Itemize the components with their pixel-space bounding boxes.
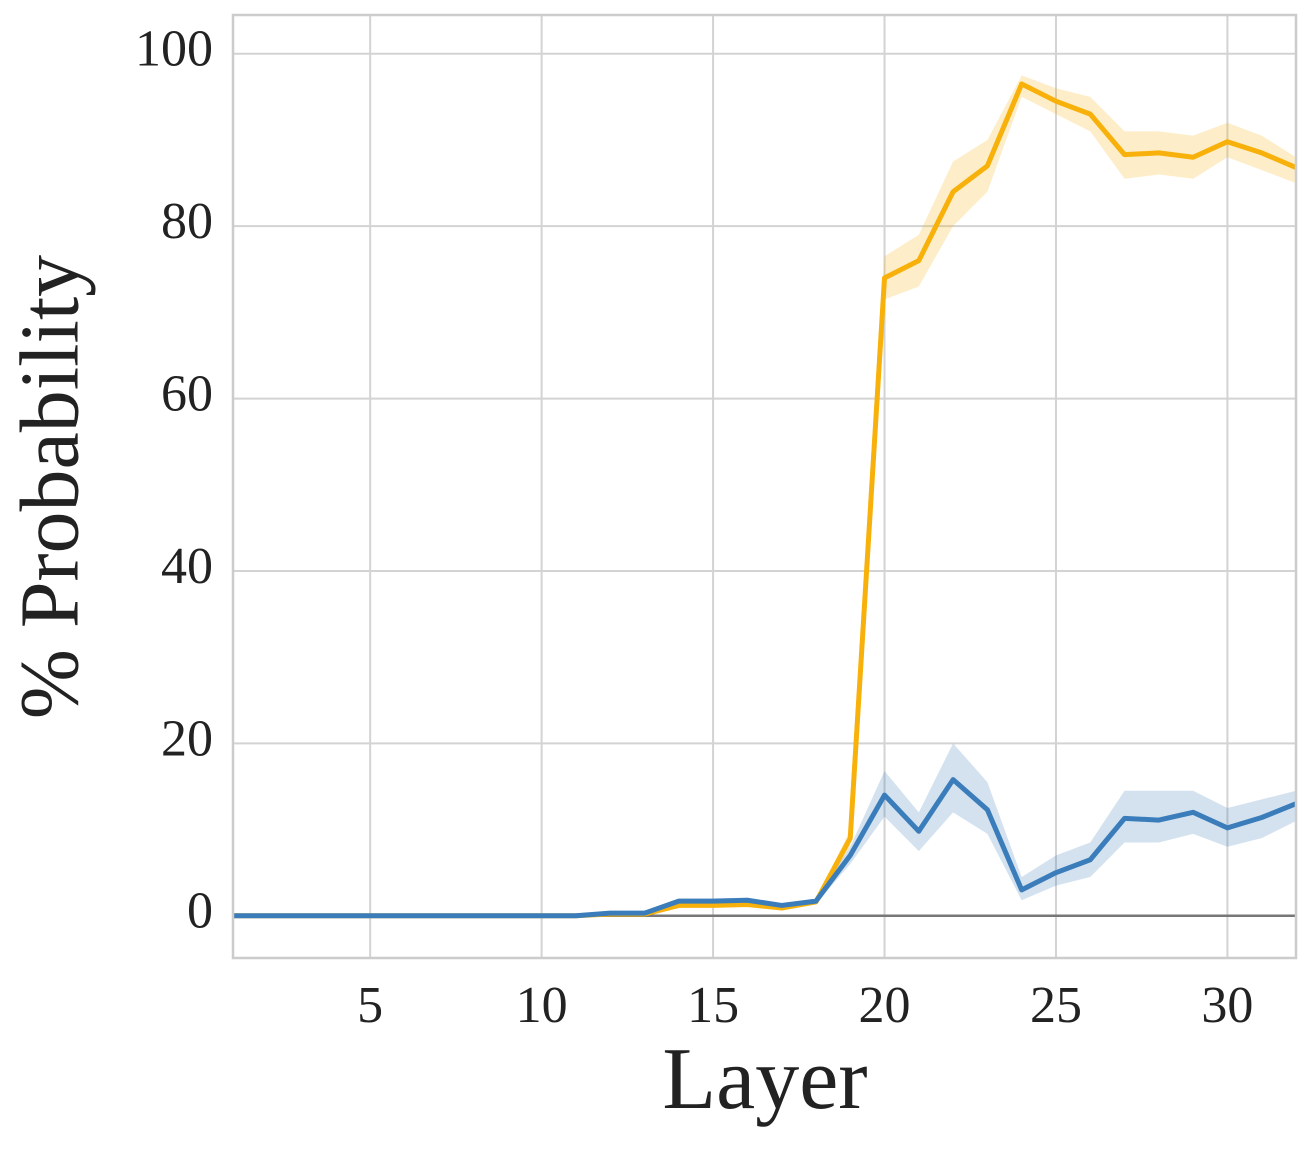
y-tick-label: 40 bbox=[161, 538, 213, 595]
y-tick-label: 60 bbox=[161, 366, 213, 423]
x-axis-label: Layer bbox=[662, 1031, 867, 1128]
y-tick-label: 100 bbox=[135, 21, 213, 78]
y-tick-label: 80 bbox=[161, 193, 213, 250]
x-tick-label: 10 bbox=[516, 977, 568, 1034]
line bbox=[233, 777, 1297, 919]
y-tick-label: 20 bbox=[161, 710, 213, 767]
confidence-band bbox=[233, 743, 1296, 916]
x-tick-label: 30 bbox=[1201, 977, 1253, 1034]
confidence-band bbox=[233, 75, 1296, 916]
y-tick-label: 0 bbox=[187, 883, 213, 940]
x-tick-label: 25 bbox=[1030, 977, 1082, 1034]
plot-frame bbox=[231, 13, 1298, 960]
y-axis-label: % Probability bbox=[3, 255, 96, 719]
x-tick-label: 5 bbox=[357, 977, 383, 1034]
x-tick-label: 20 bbox=[859, 977, 911, 1034]
x-tick-label: 15 bbox=[687, 977, 739, 1034]
